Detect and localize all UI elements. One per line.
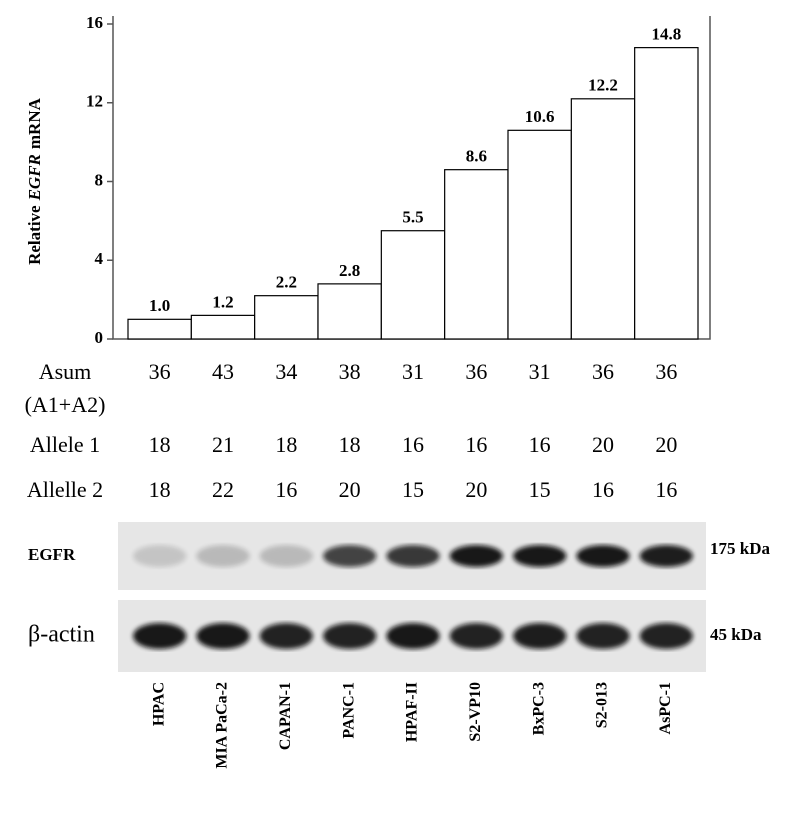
blot-size: 45 kDa [710,625,762,644]
value-label: 2.2 [276,273,297,292]
value-label: 5.5 [402,208,423,227]
bar [380,230,446,340]
value-label: 14.8 [651,25,681,44]
blot-band [386,623,440,649]
table-cell: 18 [339,432,361,457]
y-tick-label: 8 [95,170,104,189]
x-tick-label: S2-013 [594,682,611,728]
blot-label: β-actin [28,622,95,648]
table-cell: 18 [275,432,297,457]
table-cell: 16 [655,477,677,502]
x-tick-label: CAPAN-1 [277,682,294,750]
table-cell: 31 [529,359,551,384]
table-cell: 36 [592,359,614,384]
blot-band [576,623,630,649]
y-axis-label: Relative EGFR mRNA [25,97,44,264]
blot-band [513,623,567,649]
blot-band [639,623,693,649]
bar [254,295,319,340]
row-label: Allelle 2 [27,477,103,502]
bar [507,129,572,340]
value-label: 12.2 [588,76,618,95]
table-cell: 20 [465,477,487,502]
blot-band [133,623,187,649]
blot-band [323,545,377,567]
table-cell: 16 [465,432,487,457]
x-tick-label: HPAC [150,682,167,726]
bar [127,318,192,340]
y-tick-label: 4 [95,249,104,268]
table-cell: 16 [529,432,551,457]
blot-band [196,545,250,567]
blot-size: 175 kDa [710,539,770,558]
blot-band [513,545,567,567]
bar [190,314,256,340]
value-label: 10.6 [525,107,555,126]
table-cell: 18 [149,477,171,502]
table-cell: 36 [465,359,487,384]
row-label: Allele 1 [30,432,100,457]
table-cell: 18 [149,432,171,457]
blot-label: EGFR [28,545,76,564]
x-tick-label: AsPC-1 [657,682,674,734]
value-label: 1.0 [149,296,170,315]
blot-band [449,545,503,567]
x-tick-label: BxPC-3 [530,682,547,735]
row-label: (A1+A2) [25,392,106,417]
table-cell: 34 [275,359,297,384]
x-tick-label: HPAF-II [404,682,421,742]
y-tick-label: 12 [86,92,103,111]
table-cell: 20 [339,477,361,502]
table-cell: 16 [592,477,614,502]
table-cell: 15 [529,477,551,502]
table-cell: 20 [592,432,614,457]
x-tick-label: MIA PaCa-2 [214,682,231,769]
blot-band [259,623,313,649]
row-label: Asum [39,359,92,384]
y-label-part: mRNA [25,97,44,149]
y-label-part: EGFR [25,154,44,201]
table-cell: 22 [212,477,234,502]
table-cell: 21 [212,432,234,457]
value-label: 1.2 [212,292,233,311]
table-cell: 31 [402,359,424,384]
table-cell: 38 [339,359,361,384]
table-cell: 16 [275,477,297,502]
blot-band [196,623,250,649]
y-label-part: Relative [25,205,44,265]
blot-band [323,623,377,649]
table-cell: 20 [655,432,677,457]
y-tick-label: 0 [95,328,104,347]
x-tick-label: PANC-1 [340,682,357,739]
bar [634,47,699,340]
table-cell: 16 [402,432,424,457]
blot-band [576,545,630,567]
blot-band [449,623,503,649]
table-cell: 36 [149,359,171,384]
blot-band [639,545,693,567]
bar [570,98,636,340]
table-cell: 43 [212,359,234,384]
bar [317,283,382,340]
table-cell: 36 [655,359,677,384]
blot-band [386,545,440,567]
y-tick-label: 16 [86,13,103,32]
x-tick-label: S2-VP10 [467,682,484,742]
table-cell: 15 [402,477,424,502]
value-label: 8.6 [466,147,487,166]
value-label: 2.8 [339,261,360,280]
blot-band [259,545,313,567]
blot-band [133,545,187,567]
bar [444,169,509,340]
